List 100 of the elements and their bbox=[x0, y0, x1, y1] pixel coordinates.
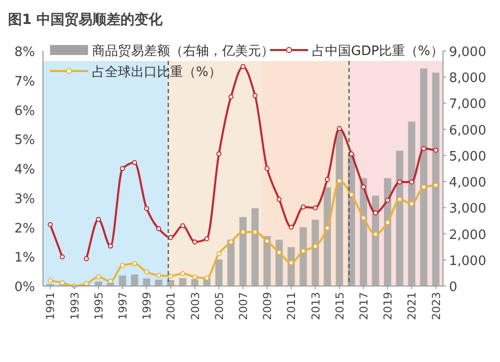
y-tick-label: 8% bbox=[14, 45, 35, 60]
y-tick-label: 1% bbox=[14, 250, 35, 266]
point bbox=[276, 196, 282, 202]
point bbox=[144, 269, 150, 274]
point bbox=[156, 226, 162, 232]
point bbox=[48, 222, 53, 228]
point bbox=[180, 271, 186, 276]
point bbox=[108, 278, 113, 284]
point bbox=[216, 251, 222, 256]
point bbox=[120, 166, 126, 171]
x-tick-label: 2003 bbox=[188, 292, 202, 320]
point bbox=[433, 148, 438, 153]
point bbox=[216, 151, 222, 156]
point bbox=[300, 248, 306, 254]
x-tick-label: 2019 bbox=[382, 292, 395, 320]
point bbox=[360, 184, 366, 190]
x-tick-label: 2001 bbox=[164, 292, 178, 320]
point bbox=[300, 204, 306, 210]
point bbox=[421, 184, 426, 190]
point bbox=[96, 274, 101, 280]
point bbox=[84, 256, 89, 262]
point bbox=[312, 205, 318, 210]
y2-tick-label: 2,000 bbox=[449, 228, 486, 243]
point bbox=[60, 280, 65, 286]
point bbox=[192, 239, 198, 244]
y-tick-label: 5% bbox=[14, 133, 35, 148]
point bbox=[108, 244, 113, 249]
point bbox=[228, 239, 234, 244]
point bbox=[228, 94, 234, 100]
y-tick-label: 0% bbox=[14, 280, 35, 295]
y2-tick-label: 9,000 bbox=[449, 45, 486, 60]
point bbox=[385, 198, 390, 203]
point bbox=[360, 215, 366, 220]
point bbox=[288, 260, 294, 266]
point bbox=[96, 216, 101, 222]
y2-tick-label: 5,000 bbox=[449, 149, 486, 164]
x-tick-label: 1995 bbox=[92, 292, 106, 320]
point bbox=[168, 235, 174, 240]
point bbox=[180, 223, 186, 228]
point bbox=[312, 244, 318, 249]
y2-tick-label: 7,000 bbox=[449, 97, 486, 112]
x-tick-label: 2011 bbox=[285, 292, 298, 320]
point bbox=[373, 210, 378, 216]
y-tick-label: 4% bbox=[14, 162, 35, 178]
chart-title: 图1 中国贸易顺差的变化 bbox=[8, 11, 164, 28]
y2-tick-label: 0 bbox=[449, 280, 458, 295]
point bbox=[240, 64, 246, 70]
point bbox=[409, 180, 414, 185]
point bbox=[264, 166, 270, 171]
point bbox=[324, 226, 330, 231]
point bbox=[252, 229, 258, 234]
point bbox=[397, 180, 402, 185]
x-tick-label: 2009 bbox=[261, 292, 274, 320]
point bbox=[60, 254, 65, 260]
point bbox=[324, 176, 330, 182]
legend-label: 占中国GDP比重（%） bbox=[312, 44, 444, 59]
x-tick-label: 2023 bbox=[430, 292, 443, 320]
y-tick-label: 7% bbox=[14, 74, 35, 90]
point bbox=[421, 146, 426, 152]
point bbox=[336, 178, 342, 184]
y-tick-label: 3% bbox=[14, 192, 35, 207]
point bbox=[156, 272, 162, 278]
y2-tick-label: 1,000 bbox=[449, 254, 486, 269]
point bbox=[192, 274, 198, 280]
x-tick-label: 2021 bbox=[406, 292, 419, 320]
point bbox=[168, 274, 174, 279]
point bbox=[385, 220, 390, 226]
y2-tick-label: 4,000 bbox=[449, 176, 486, 191]
x-tick-label: 2013 bbox=[309, 292, 322, 320]
point bbox=[397, 196, 402, 202]
point bbox=[348, 192, 354, 198]
point bbox=[336, 126, 342, 132]
x-tick-label: 1997 bbox=[116, 292, 130, 320]
x-tick-label: 1993 bbox=[68, 292, 82, 320]
point bbox=[48, 278, 53, 283]
legend-label: 占全球出口比重（%） bbox=[92, 65, 222, 80]
y-tick-label: 6% bbox=[14, 104, 35, 119]
x-tick-label: 1991 bbox=[44, 292, 58, 320]
x-tick-label: 2005 bbox=[212, 292, 226, 320]
point bbox=[204, 276, 210, 281]
legend-label: 商品贸易差额（右轴，亿美元） bbox=[92, 43, 274, 59]
point bbox=[433, 182, 438, 188]
y2-tick-label: 6,000 bbox=[449, 123, 486, 138]
point bbox=[240, 229, 246, 234]
point bbox=[120, 262, 126, 268]
point bbox=[132, 261, 138, 266]
y-tick-label: 2% bbox=[14, 221, 35, 236]
point bbox=[204, 236, 210, 242]
x-tick-label: 1999 bbox=[140, 292, 154, 320]
y2-tick-label: 8,000 bbox=[449, 71, 486, 86]
point bbox=[409, 201, 414, 206]
point bbox=[144, 206, 150, 211]
point bbox=[276, 250, 282, 256]
x-tick-label: 2017 bbox=[357, 292, 370, 320]
point bbox=[132, 160, 138, 166]
y2-tick-label: 3,000 bbox=[449, 202, 486, 217]
point bbox=[373, 232, 378, 237]
point bbox=[252, 93, 258, 98]
x-tick-label: 2007 bbox=[237, 292, 250, 320]
x-tick-label: 2015 bbox=[333, 292, 346, 320]
